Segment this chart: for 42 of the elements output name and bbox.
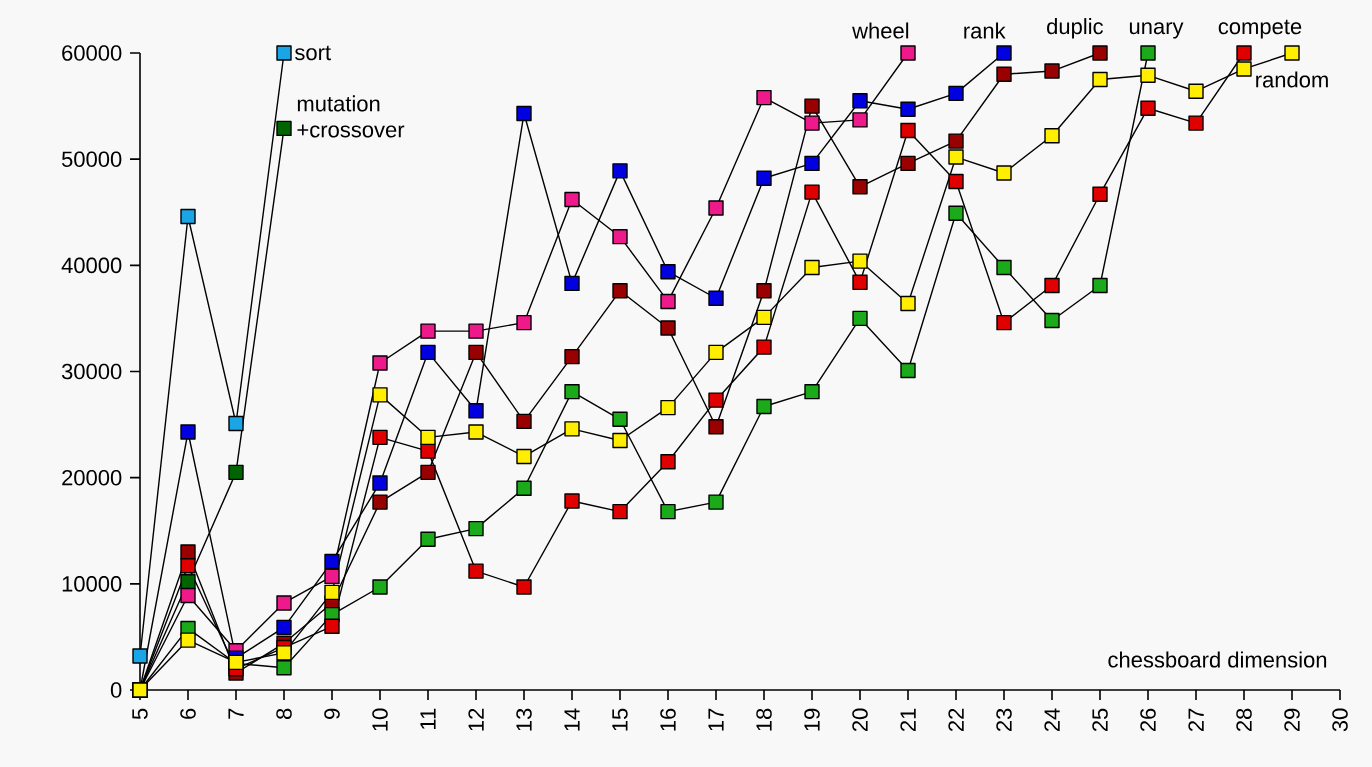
x-tick-label: 24 [1044, 708, 1060, 732]
x-tick-label: 7 [228, 708, 244, 719]
x-tick-label: 16 [660, 708, 676, 731]
x-axis-title: chessboard dimension [1108, 651, 1327, 668]
x-tick-label: 27 [1188, 708, 1204, 732]
y-tick-label: 50000 [61, 151, 122, 167]
x-tick-label: 15 [612, 708, 628, 731]
x-tick-label: 18 [756, 708, 772, 731]
x-tick-label: 22 [948, 708, 964, 732]
x-tick-label: 21 [900, 708, 916, 732]
x-tick-label: 26 [1140, 708, 1156, 732]
series-label: sort [295, 45, 331, 61]
x-tick-label: 25 [1092, 708, 1108, 732]
x-tick-label: 11 [420, 708, 436, 729]
series-label: mutation +crossover [297, 95, 405, 138]
x-tick-label: 30 [1332, 708, 1348, 732]
x-tick-label: 5 [132, 708, 148, 720]
x-tick-label: 17 [708, 708, 724, 731]
x-tick-label: 19 [804, 708, 820, 731]
y-tick-label: 0 [110, 682, 122, 698]
x-tick-label: 14 [564, 708, 580, 731]
series-label: unary [1129, 22, 1184, 39]
series-label: wheel [852, 22, 909, 39]
x-tick-label: 28 [1236, 708, 1252, 732]
y-tick-label: 20000 [62, 469, 122, 486]
series-label: compete [1218, 19, 1302, 39]
series-label: duplic [1047, 18, 1103, 39]
x-tick-label: 8 [276, 708, 292, 720]
x-tick-label: 23 [996, 708, 1012, 732]
x-tick-label: 20 [852, 708, 868, 732]
series-label: rank [964, 22, 1006, 39]
x-tick-label: 10 [372, 708, 388, 731]
y-tick-label: 60000 [62, 45, 122, 61]
y-tick-label: 10000 [62, 576, 122, 592]
x-tick-label: 6 [180, 708, 196, 719]
x-tick-label: 13 [516, 708, 532, 731]
x-tick-label: 12 [468, 708, 484, 731]
y-tick-label: 30000 [61, 363, 122, 380]
y-tick-label: 40000 [61, 257, 122, 274]
series-label: random [1256, 71, 1328, 88]
x-tick-label: 9 [324, 708, 340, 719]
x-tick-label: 29 [1284, 708, 1300, 732]
